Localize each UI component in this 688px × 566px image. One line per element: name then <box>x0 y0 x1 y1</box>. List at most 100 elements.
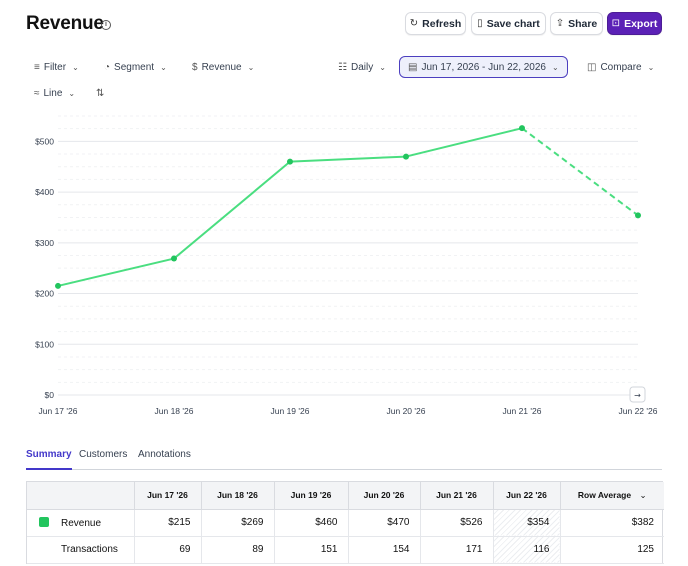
summary-table: Jun 17 '26 Jun 18 '26 Jun 19 '26 Jun 20 … <box>26 481 664 564</box>
x-tick-label: Jun 17 '26 <box>39 406 78 416</box>
filter-icon: ≡ <box>34 61 40 73</box>
segment-dropdown[interactable]: ◔ Segment ⌄ <box>104 57 167 77</box>
table-cell: $460 <box>274 509 349 537</box>
row-name: Revenue <box>27 509 135 537</box>
table-cell: $526 <box>420 509 494 537</box>
table-header[interactable]: Jun 18 '26 <box>201 482 275 510</box>
series-line <box>57 127 523 287</box>
y-tick-label: $400 <box>35 187 54 197</box>
metric-dropdown[interactable]: $ Revenue ⌄ <box>192 57 254 77</box>
chart-type-dropdown[interactable]: ≈ Line ⌄ <box>34 83 75 103</box>
chevron-down-icon: ⌄ <box>160 62 167 72</box>
compare-dropdown[interactable]: ◫ Compare ⌄ <box>587 57 654 77</box>
calendar-grid-icon: ☷ <box>338 61 347 73</box>
data-point <box>519 125 525 132</box>
table-cell: 154 <box>348 536 421 564</box>
table-cell: $269 <box>201 509 275 537</box>
interval-dropdown[interactable]: ☷ Daily ⌄ <box>338 57 386 77</box>
tab-annotations[interactable]: Annotations <box>138 449 191 460</box>
chevron-down-icon: ⌄ <box>68 88 76 98</box>
table-cell: 151 <box>274 536 349 564</box>
y-tick-label: $100 <box>35 339 54 349</box>
expand-button <box>629 386 646 403</box>
table-cell: $382 <box>560 509 664 537</box>
x-tick-label: Jun 19 '26 <box>271 406 310 416</box>
series-color-swatch <box>39 516 49 527</box>
row-label: Transactions <box>61 544 118 555</box>
table-cell: $215 <box>134 509 202 537</box>
dollar-icon: $ <box>192 61 198 73</box>
revenue-chart: $0 $100 $200 $300 $400 $500 Jun 17 '26 Jun 18 '… <box>0 108 688 428</box>
data-point <box>287 158 293 165</box>
data-point <box>55 282 61 289</box>
segment-label: Segment <box>114 61 155 73</box>
row-average-label: Row Average <box>577 489 632 500</box>
table-cell: 89 <box>201 536 275 564</box>
adjust-icon: ⇅ <box>96 87 105 99</box>
table-cell: 125 <box>560 536 664 564</box>
table-row[interactable]: Revenue $215 $269 $460 $470 $526 $354 $3… <box>27 509 664 537</box>
refresh-button[interactable]: ↻ Refresh <box>405 12 466 35</box>
tab-customers[interactable]: Customers <box>79 449 128 460</box>
chevron-down-icon: ⌄ <box>247 62 255 72</box>
x-tick-label: Jun 22 '26 <box>619 406 658 416</box>
interval-label: Daily <box>350 61 374 73</box>
export-button[interactable]: ⊡ Export <box>607 12 662 35</box>
save-chart-button[interactable]: ▯ Save chart <box>471 12 546 35</box>
metric-label: Revenue <box>201 61 242 73</box>
date-range-picker[interactable]: ▤ Jun 17, 2026 - Jun 22, 2026 ⌄ <box>399 56 568 78</box>
y-tick-label: $500 <box>35 136 54 146</box>
compare-label: Compare <box>600 61 642 73</box>
row-label: Revenue <box>61 517 102 529</box>
y-tick-label: $0 <box>45 390 55 400</box>
share-icon: ⇪ <box>555 18 565 29</box>
chevron-down-icon: ⌄ <box>639 489 647 500</box>
x-tick-label: Jun 18 '26 <box>155 406 194 416</box>
series-line-partial <box>521 127 639 217</box>
table-header[interactable]: Jun 22 '26 <box>493 482 561 510</box>
chevron-down-icon: ⌄ <box>647 62 655 72</box>
page-title: Revenue <box>26 13 104 34</box>
table-cell: 69 <box>134 536 202 564</box>
arrow-right-icon: → <box>634 391 641 400</box>
calendar-icon: ▤ <box>408 61 418 73</box>
table-row[interactable]: Transactions 69 89 151 154 171 116 125 <box>27 536 664 564</box>
data-point <box>171 255 177 262</box>
filter-label: Filter <box>43 61 67 73</box>
y-tick-label: $300 <box>35 238 54 248</box>
save-chart-label: Save chart <box>486 17 540 30</box>
chevron-down-icon: ⌄ <box>72 62 79 72</box>
table-cell-partial: 116 <box>493 536 561 564</box>
table-header[interactable]: Jun 20 '26 <box>348 482 421 510</box>
refresh-icon: ↻ <box>409 18 419 29</box>
y-tick-label: $200 <box>35 289 54 299</box>
chart-settings-button[interactable]: ⇅ <box>96 83 104 103</box>
compare-icon: ◫ <box>587 61 597 73</box>
info-icon[interactable]: i <box>101 20 111 30</box>
share-label: Share <box>568 17 598 30</box>
segment-icon: ◔ <box>104 61 111 73</box>
refresh-label: Refresh <box>422 17 462 30</box>
data-point <box>403 153 409 160</box>
row-name: Transactions <box>27 536 135 564</box>
table-cell: 171 <box>420 536 494 564</box>
table-header[interactable]: Jun 21 '26 <box>420 482 494 510</box>
filter-dropdown[interactable]: ≡ Filter ⌄ <box>34 57 79 77</box>
table-header[interactable]: Jun 19 '26 <box>274 482 349 510</box>
bookmark-icon: ▯ <box>477 18 483 29</box>
date-range-label: Jun 17, 2026 - Jun 22, 2026 <box>421 61 546 73</box>
share-button[interactable]: ⇪ Share <box>550 12 603 35</box>
page-header: Revenue i ↻ Refresh ▯ Save chart ⇪ Share… <box>26 12 662 38</box>
chart-type-label: Line <box>43 87 63 99</box>
table-header[interactable]: Jun 17 '26 <box>134 482 202 510</box>
detail-tabs: Summary Customers Annotations <box>26 446 662 470</box>
table-header-row: Jun 17 '26 Jun 18 '26 Jun 19 '26 Jun 20 … <box>27 482 664 510</box>
table-cell: $470 <box>348 509 421 537</box>
x-tick-label: Jun 20 '26 <box>387 406 426 416</box>
data-point <box>635 212 641 219</box>
table-header-name <box>27 482 135 510</box>
tab-summary[interactable]: Summary <box>26 449 72 470</box>
chevron-down-icon: ⌄ <box>379 62 386 72</box>
chevron-down-icon: ⌄ <box>552 62 559 72</box>
table-header-row-average[interactable]: Row Average ⌄ <box>560 482 664 510</box>
